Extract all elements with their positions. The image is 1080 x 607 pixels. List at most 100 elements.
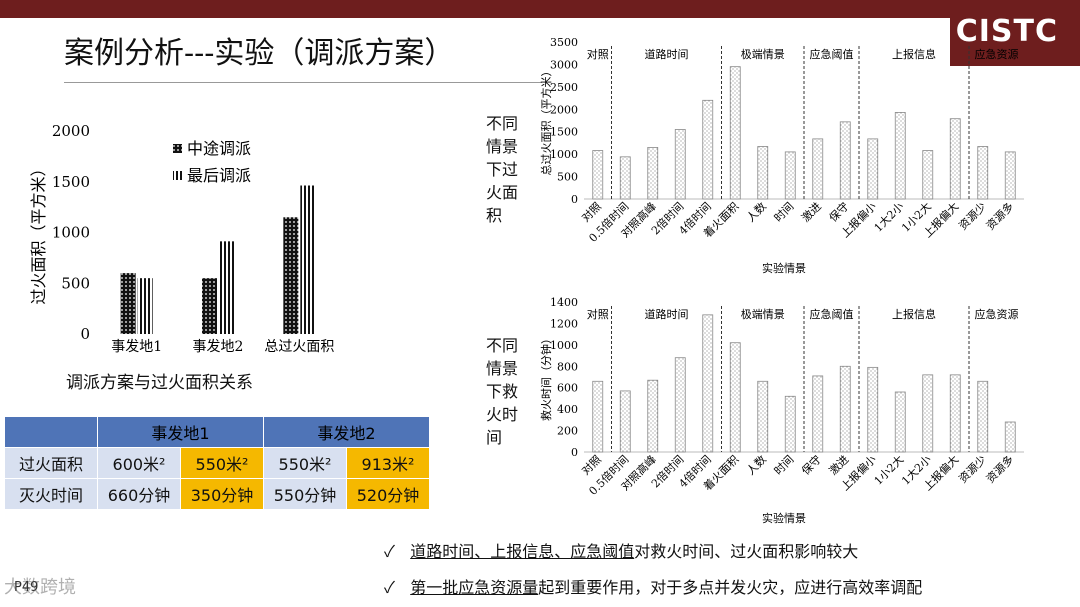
- bar: [592, 150, 604, 200]
- bar: [1004, 421, 1016, 453]
- table-corner: [4, 416, 98, 448]
- group-label: 应急资源: [975, 47, 1019, 61]
- x-tick-label: 1大2小: [871, 199, 906, 234]
- logo: CISTC: [950, 0, 1080, 66]
- bar: [894, 391, 906, 453]
- check-icon: ✓: [384, 542, 395, 561]
- group-label: 应急资源: [975, 307, 1019, 321]
- table-cell: 600米²: [97, 447, 181, 479]
- check-icon: ✓: [384, 578, 395, 597]
- y-tick-label: 3000: [550, 58, 578, 71]
- y-tick-label: 2000: [52, 122, 90, 140]
- slide-title: 案例分析---实验（调派方案）: [64, 36, 455, 71]
- y-tick-label: 3500: [550, 36, 578, 49]
- bar: [619, 156, 631, 200]
- table-cell-highlight: 913米²: [346, 447, 430, 479]
- bar: [137, 278, 153, 334]
- bottom-chart-side-label: 不同情景下救火时间: [486, 336, 519, 447]
- bar: [894, 112, 906, 200]
- bar: [729, 342, 741, 453]
- y-tick-label: 200: [557, 425, 578, 438]
- bar: [812, 138, 824, 200]
- group-label: 上报信息: [892, 47, 936, 61]
- x-tick-label: 事发地1: [111, 339, 162, 355]
- table-row: 灭火时间 660分钟 350分钟 550分钟 520分钟: [4, 478, 430, 510]
- bar: [867, 138, 879, 200]
- y-tick-label: 0: [571, 193, 578, 206]
- y-tick-label: 500: [557, 171, 578, 184]
- top-banner: [0, 0, 1080, 18]
- bar: [674, 129, 686, 200]
- left-chart-caption: 调派方案与过火面积关系: [66, 373, 253, 393]
- legend-swatch: [173, 144, 182, 153]
- legend-swatch: [173, 171, 182, 180]
- y-tick-label: 600: [557, 382, 578, 395]
- x-tick-label: 事发地2: [193, 339, 244, 355]
- table-header-site2: 事发地2: [263, 416, 430, 448]
- table-cell: 550分钟: [263, 478, 347, 510]
- group-label: 极端情景: [741, 47, 785, 61]
- watermark: 大数跨境: [4, 577, 76, 598]
- bar: [674, 357, 686, 453]
- x-tick-label: 总过火面积: [264, 339, 334, 355]
- bar: [757, 380, 769, 453]
- bar: [977, 146, 989, 200]
- conclusion-2-text: 起到重要作用，对于多点并发火灾，应进行高效率调配: [538, 578, 923, 597]
- group-label: 应急阈值: [810, 47, 854, 61]
- table-cell-highlight: 350分钟: [180, 478, 264, 510]
- group-label: 对照: [587, 307, 609, 321]
- y-tick-label: 1500: [52, 173, 90, 191]
- bar: [702, 314, 714, 453]
- logo-text: CISTC: [955, 14, 1058, 49]
- x-tick-label: 激进: [798, 199, 823, 224]
- conclusion-1: ✓ 道路时间、上报信息、应急阈值对救火时间、过火面积影响较大: [384, 538, 858, 562]
- legend-label: 最后调派: [187, 166, 251, 185]
- x-tick-label: 时间: [772, 200, 797, 225]
- x-tick-label: 资源多: [983, 199, 1016, 232]
- x-tick-label: 资源少: [956, 199, 989, 232]
- bar: [702, 99, 714, 200]
- y-tick-label: 1500: [550, 126, 578, 139]
- conclusion-2-emphasis: 第一批应急资源量: [410, 578, 539, 597]
- bar: [839, 121, 851, 200]
- x-tick-label: 人数: [744, 453, 769, 478]
- top-chart-side-label: 不同情景下过火面积: [486, 114, 519, 225]
- group-label: 道路时间: [645, 307, 689, 321]
- bar: [757, 146, 769, 200]
- y-tick-label: 0: [80, 325, 90, 343]
- group-label: 极端情景: [741, 307, 785, 321]
- table-cell: 550米²: [263, 447, 347, 479]
- table-cell-highlight: 520分钟: [346, 478, 430, 510]
- bar: [647, 147, 659, 200]
- x-tick-label: 1小2大: [871, 452, 906, 487]
- x-tick-label: 人数: [744, 200, 769, 225]
- y-tick-label: 400: [557, 403, 578, 416]
- table-row: 过火面积 600米² 550米² 550米² 913米²: [4, 447, 430, 479]
- bar: [949, 374, 961, 453]
- table-cell: 660分钟: [97, 478, 181, 510]
- x-tick-label: 资源少: [956, 452, 989, 485]
- x-tick-label: 保守: [798, 452, 823, 477]
- bar: [867, 366, 879, 453]
- row-label: 过火面积: [4, 447, 98, 479]
- bar: [784, 151, 796, 200]
- y-tick-label: 0: [571, 446, 578, 459]
- row-label: 灭火时间: [4, 478, 98, 510]
- y-tick-label: 2500: [550, 81, 578, 94]
- group-label: 对照: [587, 47, 609, 61]
- bar: [283, 217, 299, 334]
- y-tick-label: 2000: [550, 103, 578, 116]
- bar: [300, 185, 316, 334]
- bar: [647, 379, 659, 453]
- y-tick-label: 1400: [550, 296, 578, 309]
- y-tick-label: 800: [557, 360, 578, 373]
- title-divider: [64, 82, 542, 83]
- group-label: 道路时间: [645, 47, 689, 61]
- x-tick-label: 时间: [772, 453, 797, 478]
- group-label: 应急阈值: [810, 307, 854, 321]
- y-axis-label: 总过火面积（平方米）: [539, 66, 553, 176]
- page-number: P49: [14, 580, 39, 595]
- x-axis-label: 实验情景: [762, 261, 806, 275]
- y-tick-label: 1200: [550, 317, 578, 330]
- x-tick-label: 资源多: [983, 452, 1016, 485]
